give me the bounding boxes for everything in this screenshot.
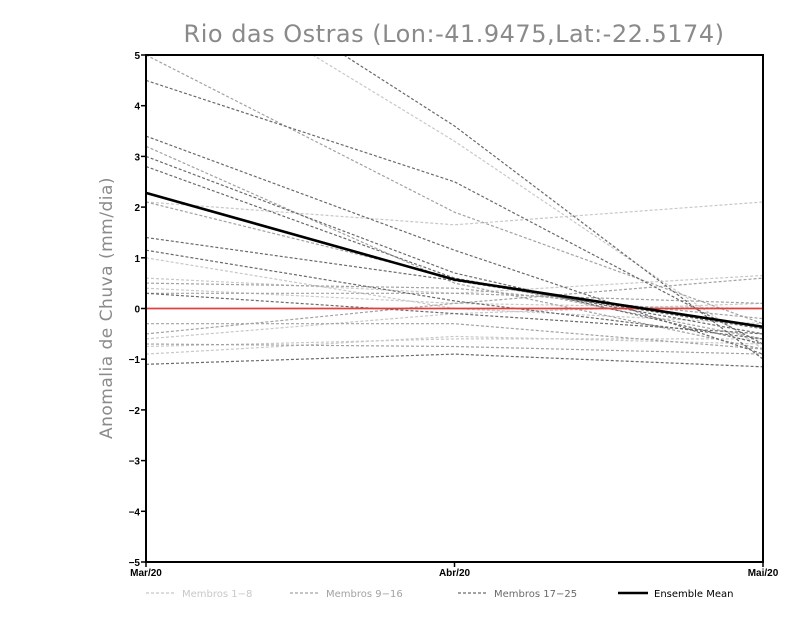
legend-label: Membros 17−25 [494, 589, 577, 600]
member-series-g3-2 [146, 135, 763, 355]
y-axis-label: Anomalia de Chuva (mm/dia) [97, 177, 117, 439]
x-tick-label: Mar/20 [130, 568, 162, 579]
y-tick-label: −3 [129, 457, 141, 468]
member-series-g3-7 [146, 292, 763, 335]
member-series-g2-7 [146, 343, 763, 355]
member-series-g3-4 [146, 165, 763, 335]
legend-label: Ensemble Mean [654, 589, 733, 600]
member-series-g3-9 [342, 55, 763, 360]
chart-title: Rio das Ostras (Lon:-41.9475,Lat:-22.517… [184, 20, 725, 48]
member-series-g1-2 [146, 274, 763, 294]
y-tick-label: −1 [129, 355, 141, 366]
y-tick-label: 2 [134, 203, 140, 214]
member-series-g2-4 [146, 277, 763, 335]
member-series-g3-6 [146, 249, 763, 340]
member-series-g3-8 [146, 353, 763, 368]
member-series-g1-4 [146, 302, 763, 340]
member-series-g2-5 [146, 292, 763, 304]
member-series-g3-1 [146, 79, 763, 345]
y-ticks: −5 −4 −3 −2 −1 0 1 2 3 4 5 [129, 51, 146, 569]
member-series-g2-3 [146, 145, 763, 350]
y-tick-label: −2 [129, 406, 141, 417]
y-tick-label: 1 [134, 254, 140, 265]
y-tick-label: 4 [134, 102, 140, 113]
y-tick-label: 3 [134, 152, 140, 163]
mean-layer [146, 191, 763, 329]
ensemble-mean-line [146, 191, 763, 329]
member-series-g2-1 [146, 55, 763, 325]
member-series-g2-6 [146, 323, 763, 350]
x-tick-label: Mai/20 [748, 568, 779, 579]
y-tick-label: 5 [134, 51, 140, 62]
y-tick-label: −5 [129, 558, 141, 569]
y-tick-label: 0 [134, 305, 140, 316]
member-series-g3-3 [146, 155, 763, 345]
x-tick-label: Abr/20 [439, 568, 471, 579]
legend-label: Membros 1−8 [182, 589, 252, 600]
x-ticks: Mar/20 Abr/20 Mai/20 [130, 562, 779, 579]
member-series-g1-5 [146, 338, 763, 348]
legend-label: Membros 9−16 [326, 589, 403, 600]
member-series-g1-3 [311, 55, 763, 350]
member-series-g1-1 [146, 201, 763, 226]
legend: Membros 1−8 Membros 9−16 Membros 17−25 Ense… [146, 589, 733, 600]
member-series-g1-6 [146, 287, 763, 310]
member-series-g2-2 [146, 201, 763, 340]
y-tick-label: −4 [129, 507, 141, 518]
